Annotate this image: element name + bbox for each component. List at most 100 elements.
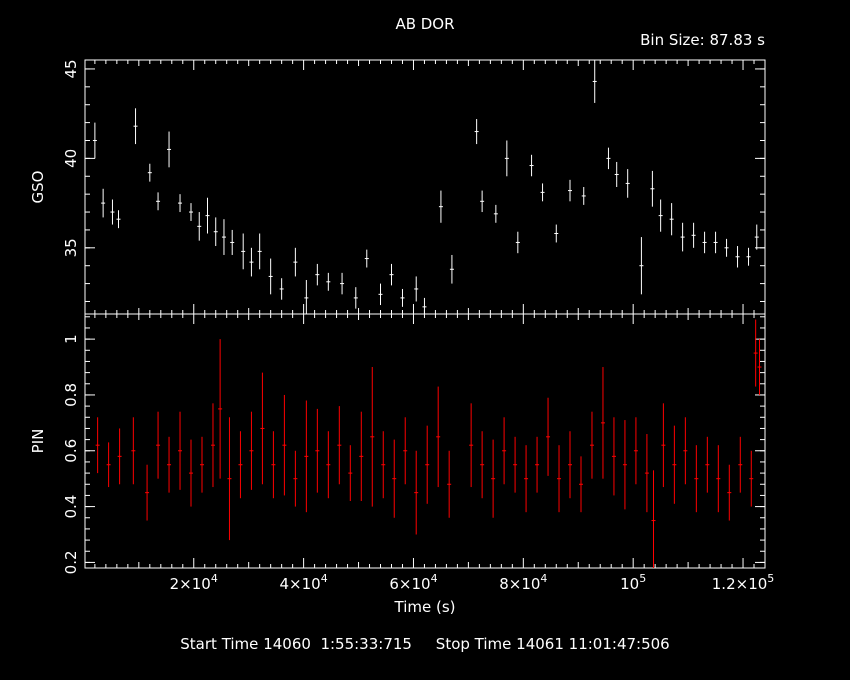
pin-data-point — [568, 431, 573, 499]
pin-y-tick-label: 0.2 — [62, 550, 80, 574]
gso-data-point — [221, 219, 226, 255]
gso-data-point — [400, 288, 405, 307]
gso-y-tick-label: 35 — [62, 238, 80, 257]
gso-data-point — [364, 249, 369, 268]
pin-data-point — [167, 436, 172, 493]
gso-data-point — [658, 199, 663, 232]
pin-data-point — [293, 450, 298, 507]
pin-data-point — [589, 411, 594, 479]
pin-y-axis: 0.2 0.4 0.6 0.8 1 — [62, 316, 765, 574]
gso-data-point — [724, 238, 729, 257]
pin-data-point — [414, 450, 419, 535]
gso-data-point — [422, 297, 427, 314]
gso-data-point — [110, 199, 115, 225]
time-x-tick-label: 2×104 — [170, 572, 218, 593]
start-time-label: Start Time — [180, 635, 259, 653]
pin-data-point — [611, 417, 616, 496]
gso-data-point — [189, 203, 194, 221]
gso-data-point — [746, 247, 751, 266]
pin-data-point — [546, 397, 551, 476]
pin-y-tick-label: 0.6 — [62, 439, 80, 463]
pin-data-point — [672, 425, 677, 504]
gso-data-point — [178, 194, 183, 213]
gso-data-point — [691, 222, 696, 248]
gso-data-point — [389, 263, 394, 286]
gso-data-point — [669, 203, 674, 236]
gso-data-point — [568, 179, 573, 202]
gso-data-point — [92, 122, 97, 159]
pin-data-point — [651, 470, 656, 568]
pin-data-point — [271, 431, 276, 499]
gso-data-point — [735, 246, 740, 268]
pin-data-point — [359, 411, 364, 502]
gso-data-point — [340, 272, 345, 295]
gso-panel-frame — [84, 59, 766, 315]
time-x-tick-label: 105 — [620, 572, 646, 593]
gso-series — [92, 60, 759, 314]
gso-data-point — [702, 231, 707, 254]
pin-data-point — [326, 431, 331, 499]
gso-data-point — [205, 197, 210, 234]
pin-data-point — [513, 436, 518, 493]
pin-data-point — [370, 367, 375, 507]
gso-data-point — [529, 154, 534, 177]
gso-data-point — [116, 210, 121, 229]
chart-title: AB DOR — [395, 15, 454, 33]
pin-data-point — [524, 445, 529, 513]
pin-data-point — [189, 439, 194, 507]
pin-data-point — [145, 464, 150, 521]
pin-data-point — [469, 403, 474, 488]
pin-data-point — [447, 450, 452, 518]
pin-series — [95, 319, 762, 568]
gso-data-point — [353, 287, 358, 309]
start-time-value: 14060 1:55:33:715 — [263, 635, 412, 653]
gso-panel: 35 40 45 GSO — [29, 59, 766, 315]
pin-data-point — [227, 417, 232, 541]
pin-data-point — [337, 406, 342, 485]
gso-data-point — [581, 187, 586, 205]
pin-data-point — [738, 436, 743, 493]
time-range-footer: Start Time 14060 1:55:33:715 Stop Time 1… — [0, 635, 850, 653]
gso-data-point — [197, 212, 202, 241]
gso-data-point — [592, 60, 597, 103]
gso-data-point — [315, 263, 320, 286]
stop-time-value: 14061 11:01:47:506 — [516, 635, 670, 653]
gso-y-tick-label: 45 — [62, 59, 80, 78]
pin-data-point — [348, 445, 353, 502]
gso-data-point — [650, 170, 655, 207]
gso-data-point — [493, 204, 498, 223]
pin-y-axis-label: PIN — [29, 429, 47, 454]
gso-y-axis-label: GSO — [29, 171, 47, 204]
pin-data-point — [117, 428, 122, 485]
gso-data-point — [147, 163, 152, 182]
time-x-tick-label: 6×104 — [389, 572, 437, 593]
x-axis-label: Time (s) — [394, 598, 456, 616]
time-x-tick-label: 8×104 — [499, 572, 547, 593]
pin-data-point — [661, 403, 666, 488]
gso-y-axis: 35 40 45 — [62, 59, 765, 302]
pin-data-point — [249, 411, 254, 490]
pin-data-point — [304, 400, 309, 513]
gso-data-point — [480, 190, 485, 213]
gso-data-point — [540, 183, 545, 202]
pin-data-point — [480, 431, 485, 499]
time-x-tick-label: 4×104 — [280, 572, 328, 593]
gso-x-ticks — [94, 60, 755, 314]
pin-data-point — [282, 394, 287, 496]
pin-data-point — [178, 411, 183, 490]
gso-data-point — [241, 233, 246, 270]
pin-data-point — [502, 417, 507, 485]
pin-panel-frame — [84, 313, 766, 569]
gso-data-point — [438, 190, 443, 223]
gso-data-point — [230, 229, 235, 255]
gso-data-point — [167, 131, 172, 168]
pin-data-point — [694, 445, 699, 513]
gso-data-point — [713, 231, 718, 254]
gso-data-point — [213, 217, 218, 247]
pin-data-point — [436, 386, 441, 488]
gso-y-tick-label: 40 — [62, 149, 80, 168]
pin-data-point — [644, 434, 649, 513]
gso-data-point — [614, 161, 619, 187]
gso-data-point — [606, 147, 611, 170]
